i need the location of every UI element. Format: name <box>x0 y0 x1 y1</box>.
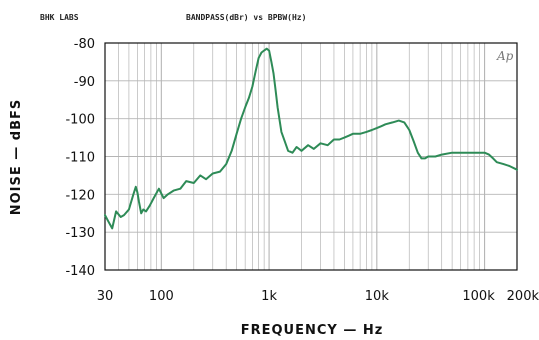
y-tick-label: -110 <box>65 151 95 166</box>
y-tick-label: -80 <box>74 37 95 52</box>
x-tick-label: 10k <box>365 289 390 304</box>
x-tick-label: 100k <box>462 289 495 304</box>
x-tick-label: 30 <box>97 289 114 304</box>
y-tick-label: -120 <box>65 188 95 203</box>
ap-mark: Ap <box>496 49 514 63</box>
x-tick-label: 1k <box>261 289 277 304</box>
x-axis-label: FREQUENCY — Hz <box>241 323 384 338</box>
x-tick-label: 200k <box>507 289 539 304</box>
noise-series-line <box>104 47 518 230</box>
y-tick-label: -130 <box>65 226 95 241</box>
noise-trace <box>104 47 518 230</box>
plot-border <box>104 42 518 271</box>
y-tick-labels: -80 -90 -100 -110 -120 -130 -140 <box>65 37 95 279</box>
header-lab-name: BHK LABS <box>40 13 79 22</box>
y-tick-label: -140 <box>65 264 95 279</box>
header-chart-title: BANDPASS(dBr) vs BPBW(Hz) <box>186 13 306 22</box>
y-tick-label: -100 <box>65 113 95 128</box>
plot-frame <box>104 42 518 271</box>
x-tick-label: 100 <box>149 289 174 304</box>
y-tick-label: -90 <box>74 75 95 90</box>
x-tick-labels: 30 100 1k 10k 100k 200k <box>97 289 539 304</box>
y-axis-label: NOISE — dBFS <box>9 99 24 216</box>
